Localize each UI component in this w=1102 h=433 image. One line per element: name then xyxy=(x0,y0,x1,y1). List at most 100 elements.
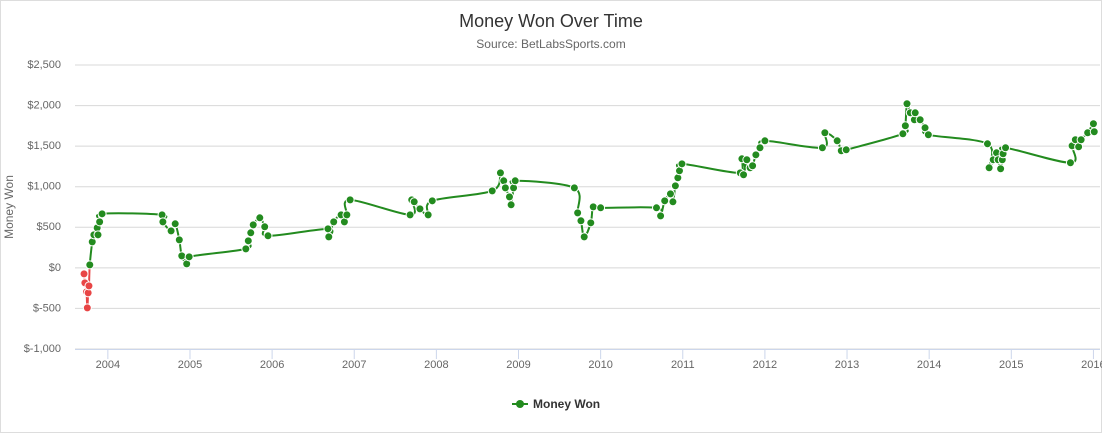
data-point xyxy=(660,196,670,206)
x-tick-label: 2013 xyxy=(835,359,859,371)
data-point xyxy=(832,136,842,146)
y-tick-label: $1,500 xyxy=(27,140,61,152)
data-point xyxy=(576,216,586,226)
data-point xyxy=(984,163,994,173)
data-point xyxy=(651,203,661,213)
y-tick-label: $0 xyxy=(49,262,61,274)
x-tick-label: 2012 xyxy=(753,359,777,371)
data-point xyxy=(982,139,992,149)
data-point xyxy=(739,170,749,180)
data-point xyxy=(323,224,333,234)
data-point xyxy=(166,226,176,236)
data-point xyxy=(506,200,516,210)
data-point xyxy=(668,197,678,207)
data-point xyxy=(79,269,89,279)
data-point xyxy=(579,232,589,242)
data-point xyxy=(177,251,187,261)
x-tick-label: 2009 xyxy=(506,359,530,371)
data-point xyxy=(1001,143,1011,153)
data-point xyxy=(427,196,437,206)
x-tick-label: 2014 xyxy=(917,359,941,371)
data-point xyxy=(841,145,851,155)
data-point xyxy=(93,230,103,240)
data-point xyxy=(596,203,606,213)
data-point xyxy=(84,281,94,291)
y-tick-label: $2,500 xyxy=(27,59,61,71)
data-point xyxy=(423,210,433,220)
data-point xyxy=(1076,135,1086,145)
y-tick-label: $2,000 xyxy=(27,99,61,111)
data-point xyxy=(677,159,687,169)
data-point xyxy=(1065,158,1075,168)
data-point xyxy=(902,99,912,109)
x-tick-label: 2015 xyxy=(999,359,1023,371)
x-tick-label: 2008 xyxy=(424,359,448,371)
data-point xyxy=(1088,119,1098,129)
data-point xyxy=(586,218,596,228)
y-tick-label: $1,000 xyxy=(27,181,61,193)
data-point xyxy=(915,115,925,125)
data-point xyxy=(751,150,761,160)
data-point xyxy=(158,217,168,227)
data-point xyxy=(760,136,770,146)
chart-subtitle: Source: BetLabsSports.com xyxy=(476,37,625,51)
data-point xyxy=(487,186,497,196)
data-point xyxy=(97,209,107,219)
legend-label[interactable]: Money Won xyxy=(533,397,600,411)
data-point xyxy=(82,303,92,313)
data-point xyxy=(95,217,105,227)
data-point xyxy=(324,232,334,242)
data-point xyxy=(241,244,251,254)
data-point xyxy=(742,155,752,165)
data-point xyxy=(820,128,830,138)
x-tick-label: 2004 xyxy=(96,359,120,371)
data-point xyxy=(184,252,194,262)
data-point xyxy=(248,220,258,230)
data-point xyxy=(588,202,598,212)
data-point xyxy=(345,195,355,205)
x-tick-label: 2007 xyxy=(342,359,366,371)
data-point xyxy=(409,197,419,207)
y-tick-label: $-500 xyxy=(33,302,61,314)
data-point xyxy=(500,183,510,193)
data-point xyxy=(569,183,579,193)
data-point xyxy=(923,130,933,140)
y-tick-label: $500 xyxy=(37,221,61,233)
data-point xyxy=(755,143,765,153)
data-point xyxy=(510,176,520,186)
x-tick-label: 2005 xyxy=(178,359,202,371)
data-point xyxy=(1089,127,1099,137)
data-point xyxy=(573,208,583,218)
data-point xyxy=(996,164,1006,174)
data-point xyxy=(342,210,352,220)
data-point xyxy=(748,161,758,171)
data-point xyxy=(174,235,184,245)
x-tick-label: 2006 xyxy=(260,359,284,371)
y-axis-title: Money Won xyxy=(2,175,16,239)
data-point xyxy=(246,228,256,238)
data-point xyxy=(255,213,265,223)
data-point xyxy=(665,189,675,199)
data-point xyxy=(900,121,910,131)
data-point xyxy=(670,181,680,191)
data-point xyxy=(405,210,415,220)
x-tick-label: 2016 xyxy=(1081,359,1102,371)
data-point xyxy=(260,222,270,232)
data-point xyxy=(329,217,339,227)
legend-symbol-dot xyxy=(516,400,524,408)
x-tick-label: 2010 xyxy=(588,359,612,371)
data-point xyxy=(656,211,666,221)
data-point xyxy=(170,219,180,229)
data-point xyxy=(263,231,273,241)
data-point xyxy=(817,143,827,153)
data-point xyxy=(85,260,95,270)
data-point xyxy=(495,168,505,178)
data-point xyxy=(910,108,920,118)
data-point xyxy=(898,129,908,139)
data-point xyxy=(243,236,253,246)
data-point xyxy=(504,192,514,202)
y-tick-label: $-1,000 xyxy=(24,343,61,355)
